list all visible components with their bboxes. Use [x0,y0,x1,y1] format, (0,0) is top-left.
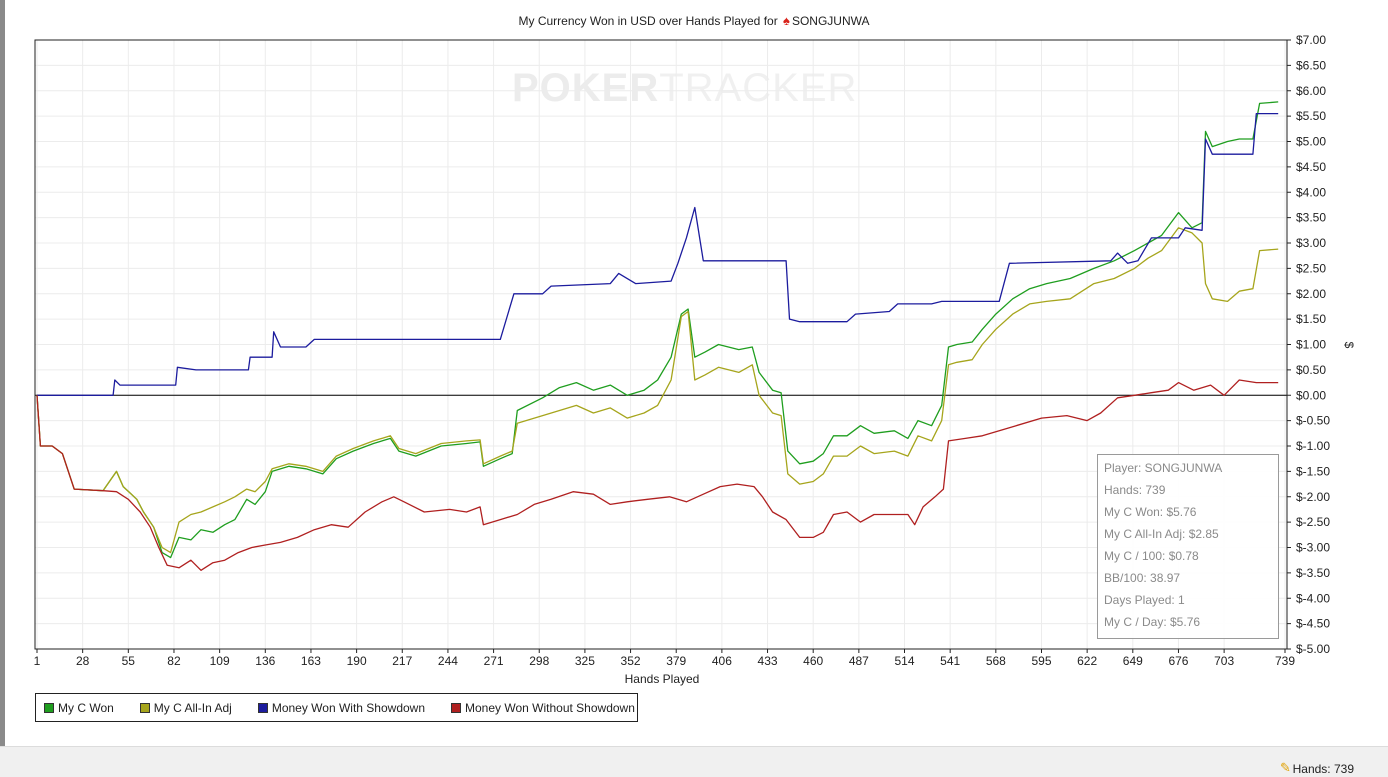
y-tick-label: $-1.00 [1296,439,1330,453]
y-tick-label: $6.50 [1296,58,1326,72]
chart-warning-icon: ✎ [1280,760,1291,775]
stats-bb-100: BB/100: 38.97 [1104,571,1181,585]
x-tick-label: 595 [1031,654,1051,668]
x-tick-label: 82 [167,654,181,668]
status-hands-count: Hands: 739 [1292,762,1354,776]
x-tick-label: 244 [438,654,458,668]
legend-item[interactable]: Money Won With Showdown [257,700,426,715]
legend-item[interactable]: Money Won Without Showdown [451,701,635,715]
x-tick-label: 514 [894,654,914,668]
legend-label: Money Won With Showdown [271,700,426,715]
series-line-money-won-with-showdown [37,112,1279,396]
series-line-my-c-won [36,101,1279,559]
y-tick-label: $-5.00 [1296,642,1330,656]
chart-title-prefix: My Currency Won in USD over Hands Played… [518,14,778,28]
series-line-money-won-without-showdown [36,379,1279,571]
y-tick-label: $-2.50 [1296,515,1330,529]
y-tick-label: $1.00 [1296,338,1326,352]
x-tick-label: 739 [1275,654,1295,668]
y-tick-label: $7.00 [1296,33,1326,47]
y-tick-label: $5.50 [1296,109,1326,123]
y-tick-label: $5.00 [1296,135,1326,149]
y-tick-label: $2.00 [1296,287,1326,301]
legend-label: My C All-In Adj [153,700,232,715]
stats-panel: Player: SONGJUNWA Hands: 739 My C Won: $… [1097,454,1279,639]
spade-icon: ♠ [783,13,790,28]
stats-player: Player: SONGJUNWA [1104,461,1223,475]
x-tick-label: 703 [1214,654,1234,668]
x-tick-label: 217 [392,654,412,668]
y-tick-label: $3.50 [1296,211,1326,225]
y-tick-label: $2.50 [1296,261,1326,275]
y-tick-label: $1.50 [1296,312,1326,326]
stats-allin-adj: My C All-In Adj: $2.85 [1104,527,1219,541]
watermark-thin: TRACKER [659,66,858,110]
y-tick-label: $-0.50 [1296,414,1330,428]
y-tick-label: $-3.50 [1296,566,1330,580]
y-tick-label: $-4.50 [1296,617,1330,631]
y-axis-label: $ [1342,342,1356,349]
x-tick-label: 379 [666,654,686,668]
legend-item[interactable]: My C All-In Adj [139,700,232,715]
y-tick-label: $0.00 [1296,388,1326,402]
x-tick-label: 1 [34,654,41,668]
x-tick-label: 109 [210,654,230,668]
x-tick-label: 568 [986,654,1006,668]
x-tick-label: 271 [484,654,504,668]
legend-swatch [451,702,462,713]
legend-swatch [257,702,268,713]
series-lines [36,101,1279,571]
x-tick-label: 28 [76,654,90,668]
series-line-my-c-all-in-adj [36,227,1279,554]
stats-won: My C Won: $5.76 [1104,505,1197,519]
y-tick-label: $4.50 [1296,160,1326,174]
x-tick-label: 190 [347,654,367,668]
x-tick-label: 352 [621,654,641,668]
x-tick-label: 55 [122,654,136,668]
legend-label: Money Won Without Showdown [465,700,635,715]
legend-item[interactable]: My C Won [44,701,114,715]
x-tick-label: 298 [529,654,549,668]
x-tick-label: 460 [803,654,823,668]
y-tick-label: $0.50 [1296,363,1326,377]
stats-per-100: My C / 100: $0.78 [1104,549,1199,563]
x-tick-label: 676 [1168,654,1188,668]
stats-hands: Hands: 739 [1104,483,1166,497]
x-tick-label: 163 [301,654,321,668]
x-tick-label: 487 [849,654,869,668]
y-tick-label: $3.00 [1296,236,1326,250]
stats-per-day: My C / Day: $5.76 [1104,615,1201,629]
chart-title: My Currency Won in USD over Hands Played… [0,13,1388,28]
chart-legend: My C Won My C All-In Adj Money Won With Sh… [35,693,638,722]
y-tick-label: $-3.00 [1296,541,1330,555]
x-tick-label: 136 [255,654,275,668]
y-tick-label: $-2.00 [1296,490,1330,504]
legend-label: My C Won [58,700,114,715]
x-tick-label: 541 [940,654,960,668]
bankroll-graph[interactable]: 1 28 55 82 109 136 163 190 217 244 271 298 325 352 379… [0,0,1388,746]
x-tick-label: 622 [1077,654,1097,668]
x-axis-ticks: 1 28 55 82 109 136 163 190 217 244 271 298 325 352 379… [34,649,1295,668]
status-bar: ✎ Hands: 739 [0,746,1388,777]
x-tick-label: 649 [1123,654,1143,668]
y-axis-ticks: $7.00 $6.50 $6.00 $5.50 $5.00 $4.50 $4.00 $3.50… [1287,33,1330,656]
y-tick-label: $-4.00 [1296,591,1330,605]
x-tick-label: 433 [758,654,778,668]
y-tick-label: $6.00 [1296,84,1326,98]
y-tick-label: $-1.50 [1296,464,1330,478]
x-tick-label: 325 [575,654,595,668]
x-tick-label: 406 [712,654,732,668]
legend-swatch [139,702,150,713]
x-axis-label: Hands Played [625,672,700,686]
y-tick-label: $4.00 [1296,185,1326,199]
left-window-edge [0,0,5,746]
legend-swatch [44,702,54,713]
chart-title-player: SONGJUNWA [791,14,870,28]
stats-days-played: Days Played: 1 [1104,593,1185,607]
